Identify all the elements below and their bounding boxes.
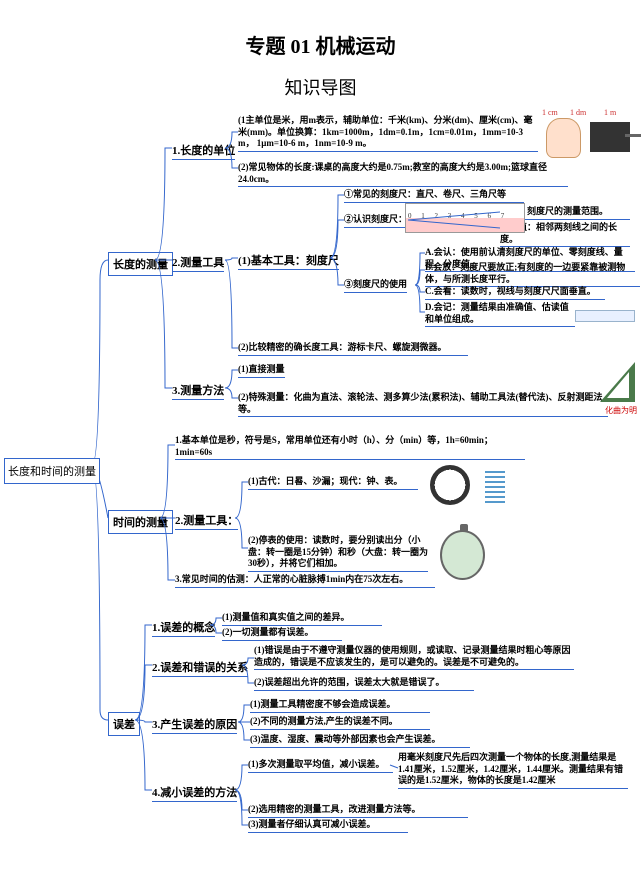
node-err-reduce: 4.减小误差的方法 <box>152 784 237 802</box>
dm-label: 1 dm <box>570 108 586 117</box>
leaf-special: (2)特殊测量：化曲为直法、滚轮法、测多算少法(累积法)、辅助工具法(替代法)、… <box>238 392 608 417</box>
hand-icon <box>546 118 581 158</box>
ruler-ticks: 0 1 2 3 4 5 6 7 <box>408 212 508 220</box>
node-err-cause: 3.产生误差的原因 <box>152 716 237 734</box>
leaf-reduce2: (2)选用精密的测量工具，改进测量方法等。 <box>248 804 468 818</box>
leaf-cause3: (3)温度、湿度、震动等外部因素也会产生误差。 <box>250 734 470 748</box>
node-time-tool: 2.测量工具： <box>175 512 238 530</box>
leaf-reduce1a: 用毫米刻度尺先后四次测量一个物体的长度,测量结果是1.41厘米，1.52厘米，1… <box>398 752 628 789</box>
page-title: 专题 01 机械运动 <box>0 0 641 59</box>
leaf-use-b: B.会放：刻度尺要放正;有刻度的一边要紧靠被测物体，与所测长度平行。 <box>425 262 640 287</box>
leaf-reduce1: (1)多次测量取平均值，减小误差。 <box>248 759 393 773</box>
branch-length: 长度的测量 <box>108 252 173 276</box>
leaf-err-r1: (1)错误是由于不遵守测量仪器的使用规则，或读取、记录测量结果时粗心等原因造成的… <box>254 645 574 670</box>
page-subtitle: 知识导图 <box>0 74 641 100</box>
leaf-unit-2: (2)常见物体的长度:课桌的高度大约是0.75m;教室的高度大约是3.00m;篮… <box>238 162 568 187</box>
leaf-cause1: (1)测量工具精密度不够会造成误差。 <box>250 699 430 713</box>
m-label: 1 m <box>604 108 616 117</box>
leaf-precise-tool: (2)比较精密的确长度工具：游标卡尺、螺旋测微器。 <box>238 342 468 356</box>
node-ruler: (1)基本工具：刻度尺 <box>238 252 339 270</box>
leaf-stopwatch: (2)停表的使用：读数时，要分别读出分（小盘：转一圈是15分钟）和秒（大盘：转一… <box>248 535 428 572</box>
triangle-icon <box>600 362 635 402</box>
red-text: 化曲为明 <box>605 405 637 416</box>
leaf-use-d: D.会记：测量结果由准确值、估读值和单位组成。 <box>425 302 575 327</box>
leaf-err-c1: (1)测量值和真实值之间的差异。 <box>222 612 382 626</box>
leaf-ruler-know: ②认识刻度尺： <box>344 214 407 228</box>
node-err-concept: 1.误差的概念 <box>152 619 215 637</box>
node-unit: 1.长度的单位 <box>172 142 235 160</box>
branch-time: 时间的测量 <box>108 510 173 534</box>
leaf-time-unit: 1.基本单位是秒，符号是S，常用单位还有小时（h）、分（min）等，1h=60m… <box>175 435 525 460</box>
node-err-rel: 2.误差和错误的关系 <box>152 659 248 677</box>
leaf-ruler-common: ①常见的刻度尺：直尺、卷尺、三角尺等 <box>344 189 524 203</box>
leaf-err-c2: (2)一切测量都有误差。 <box>222 627 342 641</box>
leaf-time-est: 3.常见时间的估测：人正常的心脏脉搏1min内在75次左右。 <box>175 574 435 588</box>
leaf-cause2: (2)不同的测量方法,产生的误差不同。 <box>250 716 430 730</box>
cm-label: 1 cm <box>542 108 558 117</box>
node-tool: 2.测量工具 <box>172 254 224 272</box>
leaf-direct: (1)直接测量 <box>238 364 285 378</box>
stopwatch-icon <box>440 530 485 580</box>
small-ruler <box>575 310 635 322</box>
leaf-use-c: C.会看：读数时，视线与刻度尺尺面垂直。 <box>425 286 605 300</box>
leaf-reduce3: (3)测量者仔细认真可减小误差。 <box>248 819 408 833</box>
clock-icon <box>430 465 470 505</box>
branch-error: 误差 <box>108 712 140 736</box>
ruler-image: 0 1 2 3 4 5 6 7 <box>405 203 525 233</box>
root-node: 长度和时间的测量 <box>4 458 100 484</box>
leaf-ruler-use: ③刻度尺的使用 <box>344 279 407 293</box>
leaf-err-r2: (2)误差超出允许的范围，误差太大就是错误了。 <box>254 677 474 691</box>
node-method: 3.测量方法 <box>172 382 224 400</box>
arm-icon <box>590 122 630 152</box>
leaf-ancient: (1)古代：日晷、沙漏；现代：钟、表。 <box>248 476 418 490</box>
leaf-unit-1: (1主单位是米，用m表示，辅助单位：千米(km)、分米(dm)、厘米(cm)、毫… <box>238 115 538 152</box>
spring-icon <box>485 468 505 503</box>
